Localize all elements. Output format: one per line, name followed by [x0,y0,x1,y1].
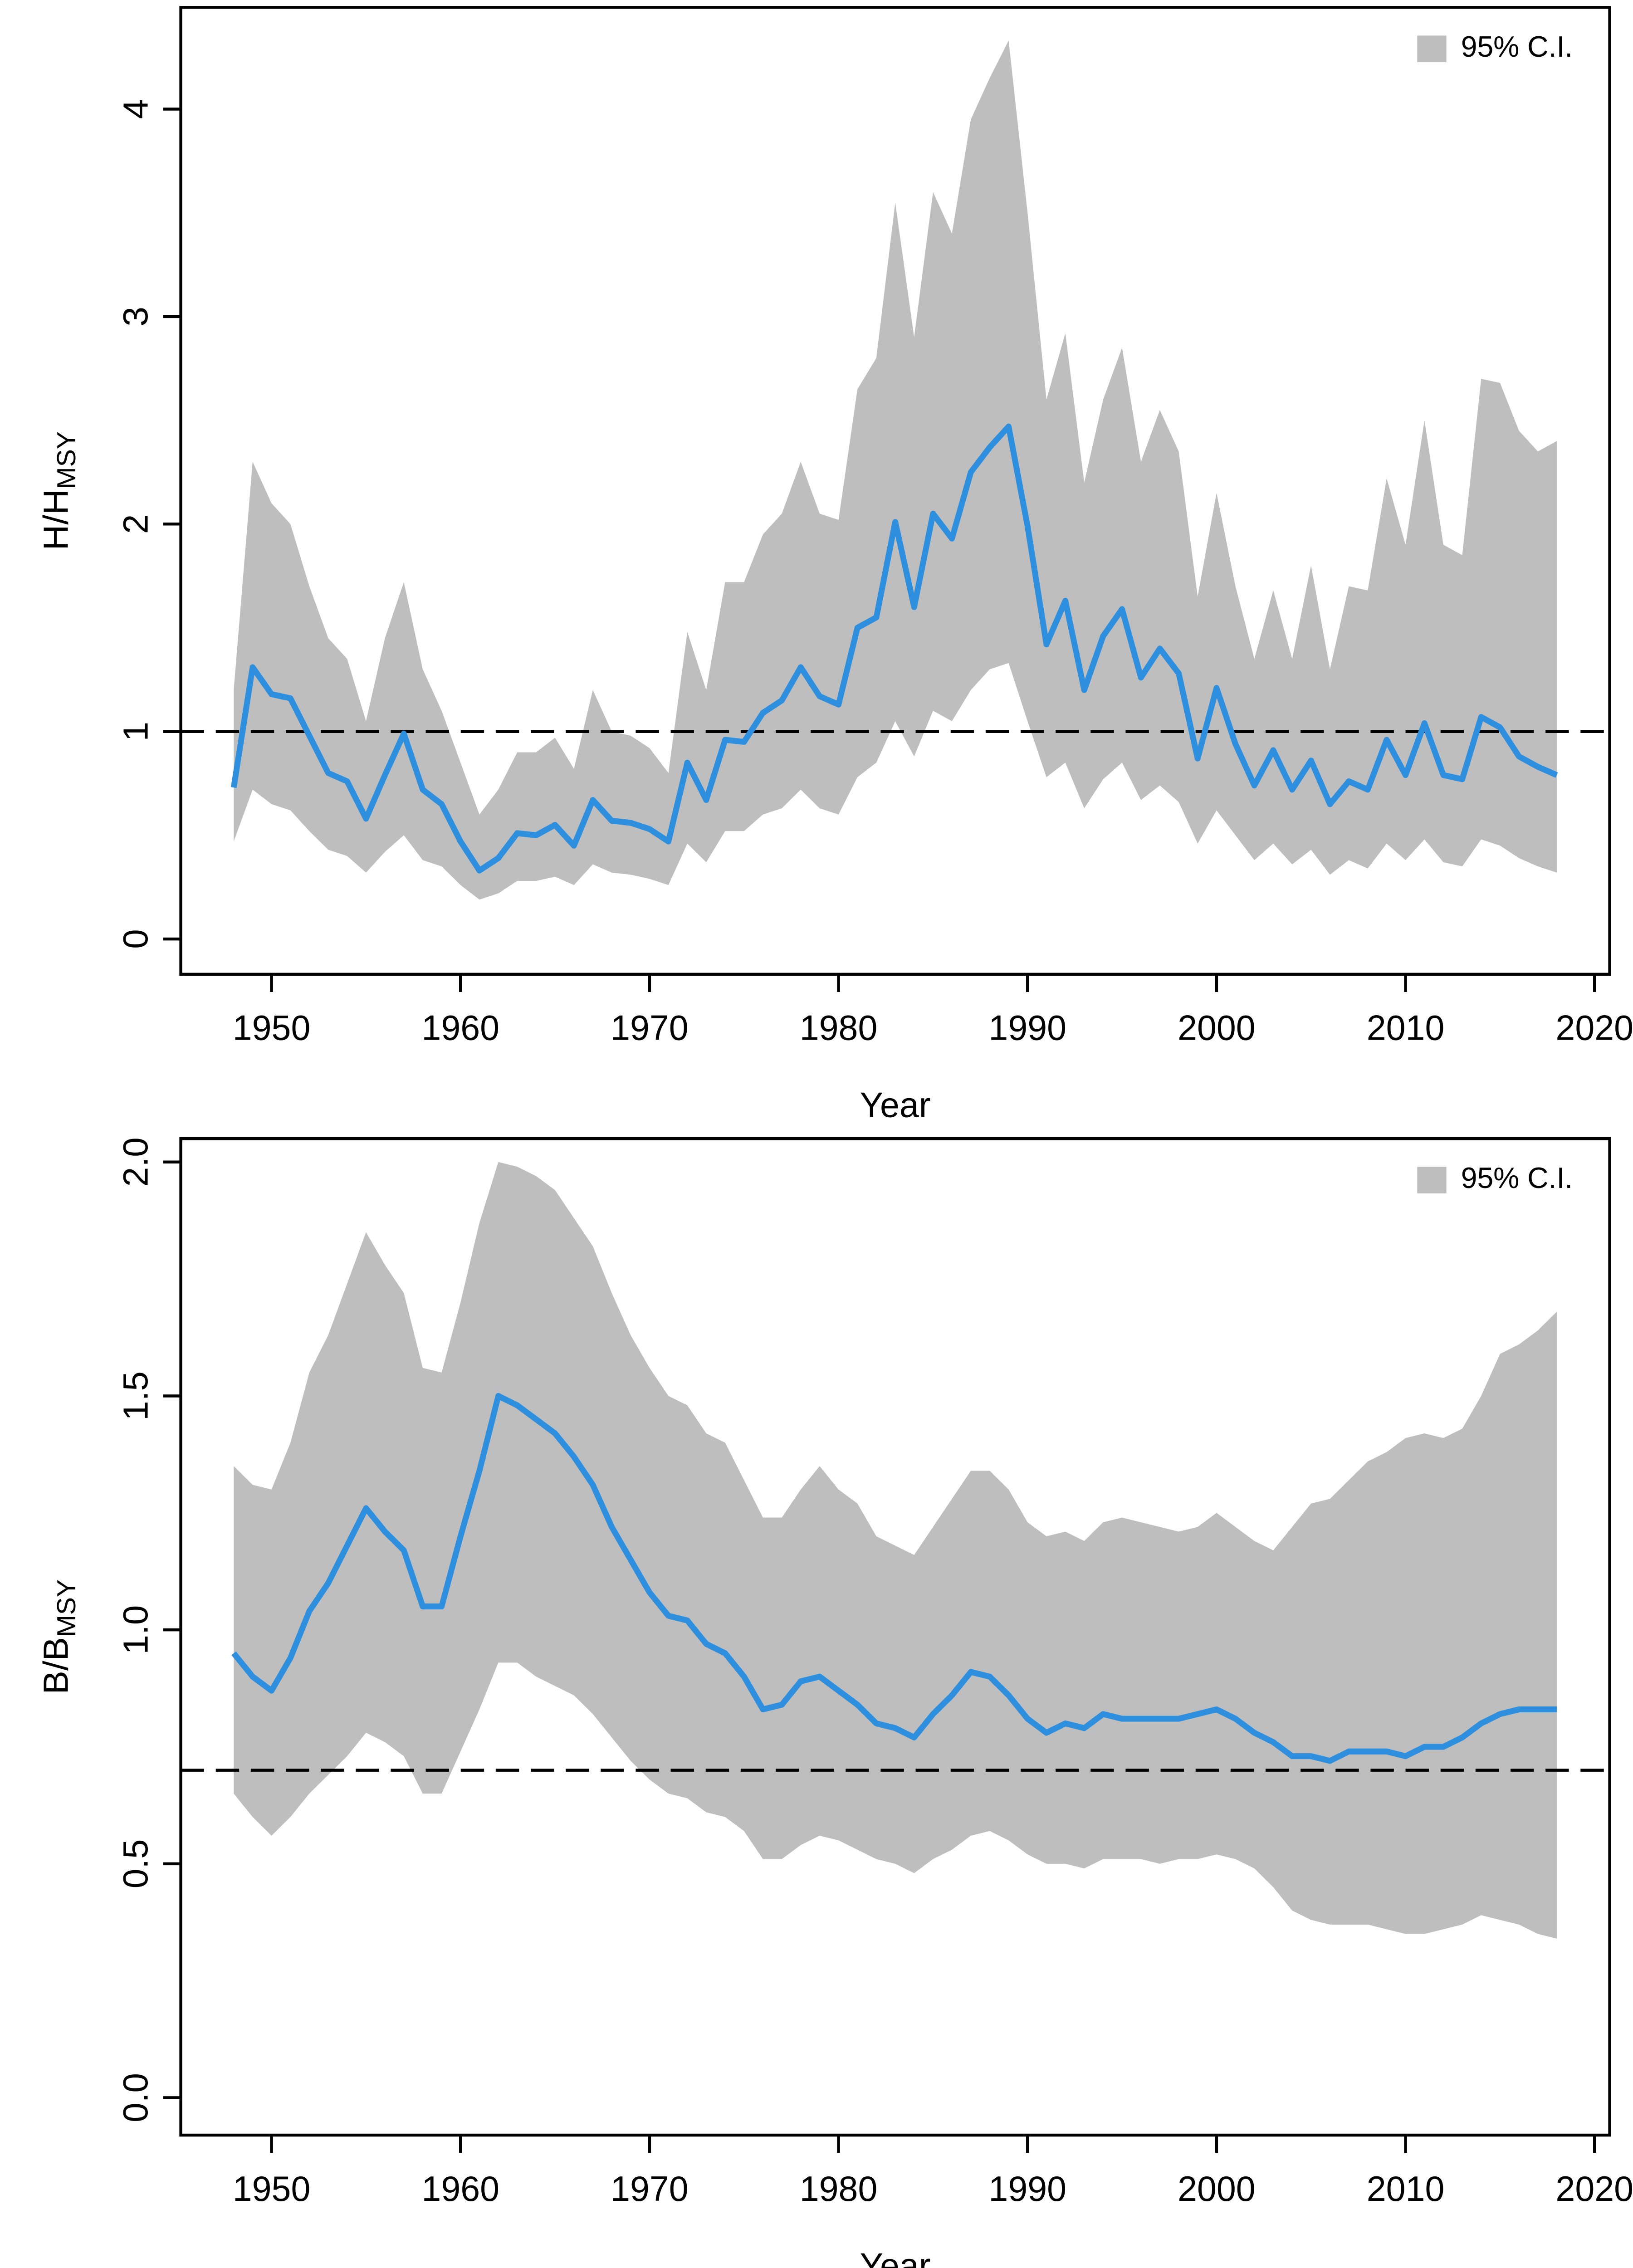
y-tick-label: 3 [117,307,155,327]
legend-swatch [1417,1167,1447,1193]
x-tick-label: 2020 [1555,1008,1633,1048]
x-tick-label: 1970 [611,2169,689,2209]
plot-frame [179,6,1611,976]
y-tick-label: 2 [117,514,155,534]
x-tick-label: 2020 [1555,2169,1633,2209]
panel: 1950 1960 1970 1980 1990 2000 2010 2020 0 1 2 3 4 Yea… [36,6,1633,1125]
x-tick-label: 2000 [1178,1008,1256,1048]
x-tick-label: 1990 [988,1008,1066,1048]
x-axis-label: Year [860,2246,931,2268]
x-tick-label: 1950 [233,1008,311,1048]
ci-band [234,1162,1557,1939]
y-axis-label-main: B/B [36,1637,75,1694]
y-tick-label: 0.5 [117,1839,155,1888]
y-tick-label: 2.0 [117,1137,155,1187]
x-tick-label: 1960 [421,1008,499,1048]
ci-band [234,40,1557,900]
x-tick-label: 1960 [421,2169,499,2209]
y-tick-label: 0.0 [117,2073,155,2122]
y-axis-label-main: H/H [36,489,75,550]
y-tick-label: 1.5 [117,1371,155,1421]
y-axis-label-sub: MSY [52,1579,81,1637]
legend-swatch [1417,35,1447,63]
x-tick-label: 1980 [800,1008,878,1048]
data-line [230,423,1558,874]
y-axis-label-sub: MSY [52,431,81,489]
x-tick-label: 1990 [988,2169,1066,2209]
y-axis-label: B/BMSY [36,1579,81,1695]
legend-label: 95% C.I. [1461,30,1573,64]
x-tick-label: 1980 [800,2169,878,2209]
y-tick-label: 4 [117,99,155,119]
x-tick-label: 1970 [611,1008,689,1048]
data-line [231,1393,1557,1764]
y-tick-label: 1 [117,722,155,742]
legend-label: 95% C.I. [1461,1161,1573,1194]
x-tick-label: 2010 [1367,1008,1445,1048]
y-axis-label: H/HMSY [36,431,81,550]
x-tick-label: 1950 [233,2169,311,2209]
panel: 1950 1960 1970 1980 1990 2000 2010 2020 0.0 0.5 1.… [36,1137,1633,2268]
x-axis-label: Year [860,1085,931,1125]
y-tick-label: 0 [117,929,155,949]
y-tick-label: 1.0 [117,1605,155,1655]
plot-frame [179,1137,1611,2137]
x-tick-label: 2010 [1367,2169,1445,2209]
x-tick-label: 2000 [1178,2169,1256,2209]
